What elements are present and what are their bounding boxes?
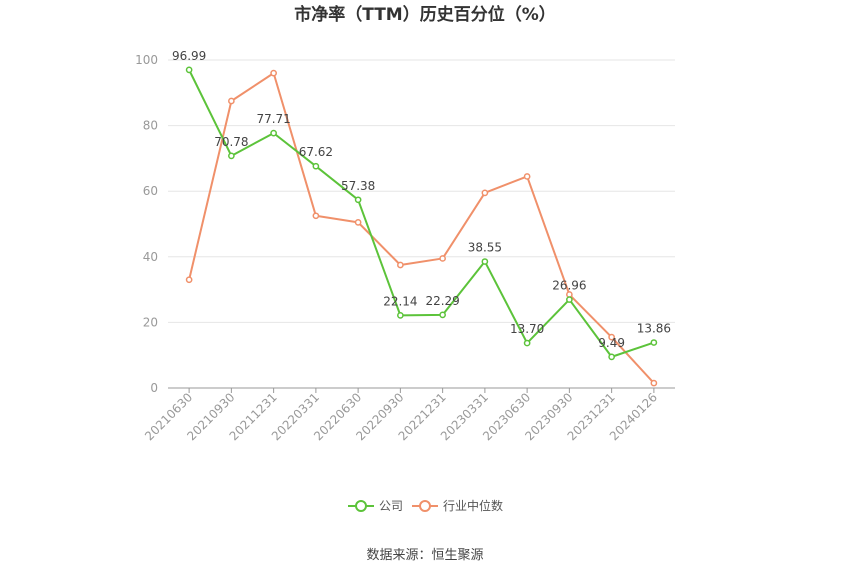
y-tick-label: 40 (143, 250, 158, 264)
legend-swatch-marker (355, 500, 367, 512)
data-point (270, 129, 277, 137)
data-label: 96.99 (172, 49, 206, 63)
data-point (523, 339, 531, 347)
data-label: 22.14 (383, 294, 417, 308)
axes: 0204060801002021063020210930202112312022… (135, 53, 675, 443)
data-point (312, 162, 320, 170)
data-point (354, 219, 362, 226)
legend-swatch-marker (419, 500, 431, 512)
data-point (650, 379, 658, 387)
data-point (270, 69, 277, 77)
data-point (439, 311, 446, 319)
series-layer: 96.99 70.78 77.71 67.62 57.38 22.14 22.29 38.55… (172, 49, 671, 387)
data-label: 26.96 (552, 279, 586, 293)
data-point (650, 339, 658, 346)
series-line-0 (188, 69, 655, 358)
legend-label: 公司 (379, 499, 403, 513)
data-label: 13.86 (637, 322, 671, 336)
data-point (608, 333, 615, 341)
data-label: 13.70 (510, 322, 544, 336)
legend-label: 行业中位数 (443, 498, 503, 513)
data-point (397, 261, 404, 269)
data-label: 70.78 (214, 135, 248, 149)
data-point (439, 255, 446, 262)
data-point (228, 152, 235, 160)
data-point (354, 196, 362, 204)
source-note: 数据来源：恒生聚源 (366, 548, 483, 563)
data-label: 38.55 (468, 241, 502, 255)
data-point (397, 312, 404, 319)
data-point (185, 276, 193, 284)
data-label: 77.71 (256, 112, 290, 126)
series-line-1 (188, 72, 655, 384)
y-tick-label: 60 (143, 184, 158, 198)
data-point (481, 189, 489, 197)
y-tick-label: 80 (143, 119, 158, 133)
data-point (185, 66, 193, 74)
data-point (481, 258, 489, 265)
data-point (523, 173, 531, 180)
data-label: 9.49 (598, 336, 625, 350)
data-point (228, 97, 235, 105)
data-label: 67.62 (299, 145, 333, 159)
data-label: 57.38 (341, 179, 375, 193)
data-point (608, 353, 615, 361)
data-label: 22.29 (425, 294, 459, 308)
y-tick-label: 20 (143, 315, 158, 329)
chart-title: 市净率（TTM）历史百分位（%） (294, 4, 556, 25)
data-point (312, 212, 320, 220)
grid (168, 59, 675, 323)
y-tick-label: 0 (150, 381, 158, 395)
y-tick-label: 100 (135, 53, 158, 67)
legend: 公司 行业中位数 (348, 498, 503, 513)
data-point (566, 296, 573, 303)
